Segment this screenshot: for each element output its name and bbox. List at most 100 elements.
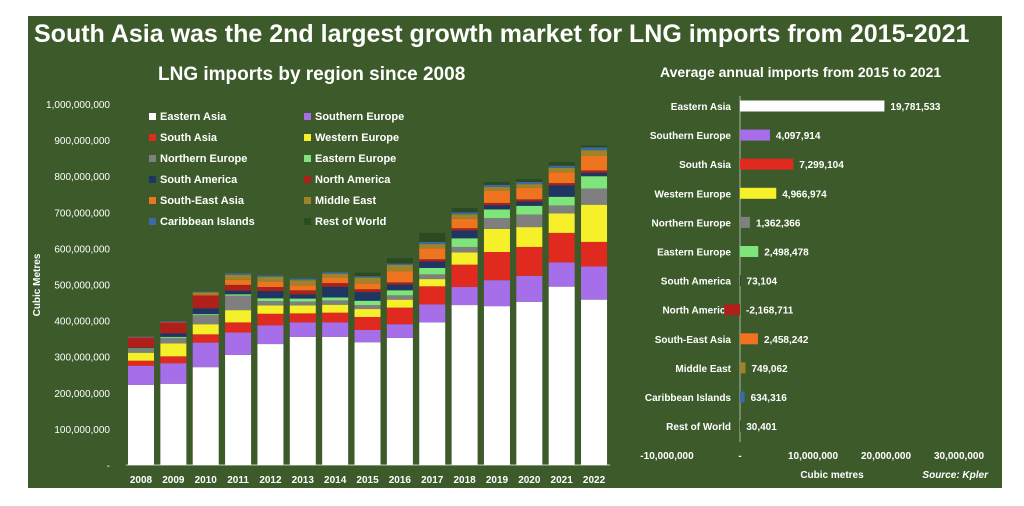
legend-swatch-north-america	[304, 176, 311, 183]
category-label: Eastern Asia	[671, 102, 732, 113]
bar-segment-south-america	[483, 205, 510, 210]
bar-segment-eastern-europe	[548, 196, 575, 206]
category-label: Southern Europe	[650, 131, 732, 142]
x-tick-label: 2019	[486, 475, 509, 486]
category-label: Northern Europe	[652, 218, 732, 229]
bar-segment-eastern-asia	[548, 286, 575, 465]
bar-middle-east	[740, 362, 746, 374]
bar-segment-rest-of-world	[516, 179, 543, 182]
y-tick-label: -	[107, 461, 110, 472]
bar-segment-eastern-asia	[225, 354, 252, 465]
horizontal-bar-chart: Eastern Asia 19,781,533 Southern Europe 4,0…	[640, 96, 984, 481]
bar-segment-north-america	[160, 322, 187, 334]
category-label: Middle East	[675, 364, 731, 375]
bar-segment-eastern-asia	[160, 383, 187, 465]
bar-segment-northern-europe	[128, 349, 154, 353]
bar-segment-south-asia	[160, 356, 187, 364]
bar-segment-western-europe	[225, 310, 252, 323]
bar-north-america	[724, 304, 740, 316]
bar-segment-eastern-asia	[128, 384, 154, 465]
bar-segment-northern-europe	[451, 246, 478, 253]
legend-swatch-eastern-europe	[304, 155, 311, 162]
bar-northern-europe	[740, 216, 750, 228]
x-tick-label: 2018	[453, 475, 476, 486]
bar-segment-eastern-asia	[322, 336, 349, 465]
bar-segment-north-america	[225, 284, 252, 291]
bar-segment-south-america	[386, 284, 413, 291]
bar-segment-north-america	[386, 282, 413, 285]
bar-segment-western-europe	[419, 279, 446, 287]
bar-segment-southern-europe	[386, 324, 413, 338]
bar-segment-south-asia	[192, 334, 219, 343]
bar-segment-south-east-asia	[581, 155, 608, 171]
bar-segment-eastern-europe	[451, 238, 478, 247]
data-label: 749,062	[751, 364, 788, 375]
data-label: 2,458,242	[764, 335, 809, 346]
data-label: 30,401	[746, 422, 777, 433]
bar-segment-western-europe	[386, 299, 413, 308]
bar-segment-northern-europe	[322, 300, 349, 305]
legend-label: South Asia	[160, 132, 218, 144]
bar-segment-middle-east	[257, 276, 284, 282]
bar-segment-northern-europe	[581, 188, 608, 205]
x-tick-label: 10,000,000	[788, 451, 838, 462]
bar-segment-south-america	[354, 292, 381, 301]
bar-segment-northern-europe	[257, 301, 284, 306]
bar-segment-caribbean-islands	[451, 212, 478, 215]
x-tick-label: 2012	[259, 475, 282, 486]
bar-segment-caribbean-islands	[192, 291, 219, 293]
bar-segment-south-east-asia	[192, 294, 219, 296]
legend-label: Southern Europe	[315, 111, 404, 123]
bar-segment-western-europe	[354, 309, 381, 317]
bar-segment-caribbean-islands	[128, 336, 154, 338]
legend-label: Northern Europe	[160, 153, 247, 165]
bar-segment-south-east-asia	[289, 285, 316, 291]
bar-segment-rest-of-world	[354, 272, 381, 277]
y-tick-label: 400,000,000	[54, 317, 110, 328]
bar-segment-south-asia	[354, 316, 381, 330]
bar-segment-southern-europe	[128, 365, 154, 385]
y-tick-label: 1,000,000,000	[46, 100, 110, 111]
bar-segment-eastern-europe	[225, 294, 252, 296]
data-label: 7,299,104	[799, 160, 844, 171]
data-label: 73,104	[747, 277, 778, 288]
bar-segment-southern-europe	[581, 266, 608, 300]
bar-segment-eastern-asia	[581, 299, 608, 465]
bar-segment-south-east-asia	[419, 248, 446, 260]
x-tick-label: 2017	[421, 475, 444, 486]
bar-segment-western-europe	[289, 305, 316, 314]
bar-segment-northern-europe	[354, 305, 381, 310]
x-tick-label: -	[738, 451, 741, 462]
bar-segment-caribbean-islands	[548, 165, 575, 168]
main-title: South Asia was the 2nd largest growth ma…	[34, 20, 970, 48]
bar-segment-eastern-asia	[516, 301, 543, 465]
x-tick-label: 2010	[195, 475, 218, 486]
x-tick-label: 2009	[162, 475, 185, 486]
bar-segment-western-europe	[160, 343, 187, 357]
bar-segment-eastern-asia	[419, 322, 446, 465]
bar-segment-eastern-europe	[419, 267, 446, 275]
x-tick-label: 2022	[583, 475, 606, 486]
bar-segment-south-america	[451, 230, 478, 239]
bar-segment-rest-of-world	[419, 232, 446, 242]
bar-segment-western-europe	[322, 304, 349, 313]
bar-segment-western-europe	[581, 204, 608, 242]
bar-segment-middle-east	[386, 265, 413, 272]
bar-segment-north-america	[548, 183, 575, 186]
data-label: -2,168,711	[746, 306, 794, 317]
bar-segment-middle-east	[451, 214, 478, 219]
bar-segment-western-europe	[548, 213, 575, 233]
bar-segment-southern-europe	[160, 363, 187, 384]
bar-segment-northern-europe	[483, 218, 510, 229]
bar-segment-south-east-asia	[516, 187, 543, 200]
bar-segment-eastern-asia	[483, 306, 510, 465]
bar-segment-north-america	[322, 283, 349, 287]
bar-segment-north-america	[581, 170, 608, 173]
bar-segment-south-east-asia	[257, 281, 284, 288]
bar-segment-southern-europe	[354, 329, 381, 343]
bar-segment-eastern-europe	[322, 297, 349, 301]
bar-segment-eastern-europe	[128, 348, 154, 350]
bar-segment-south-asia	[128, 360, 154, 366]
bar-segment-eastern-europe	[581, 176, 608, 189]
